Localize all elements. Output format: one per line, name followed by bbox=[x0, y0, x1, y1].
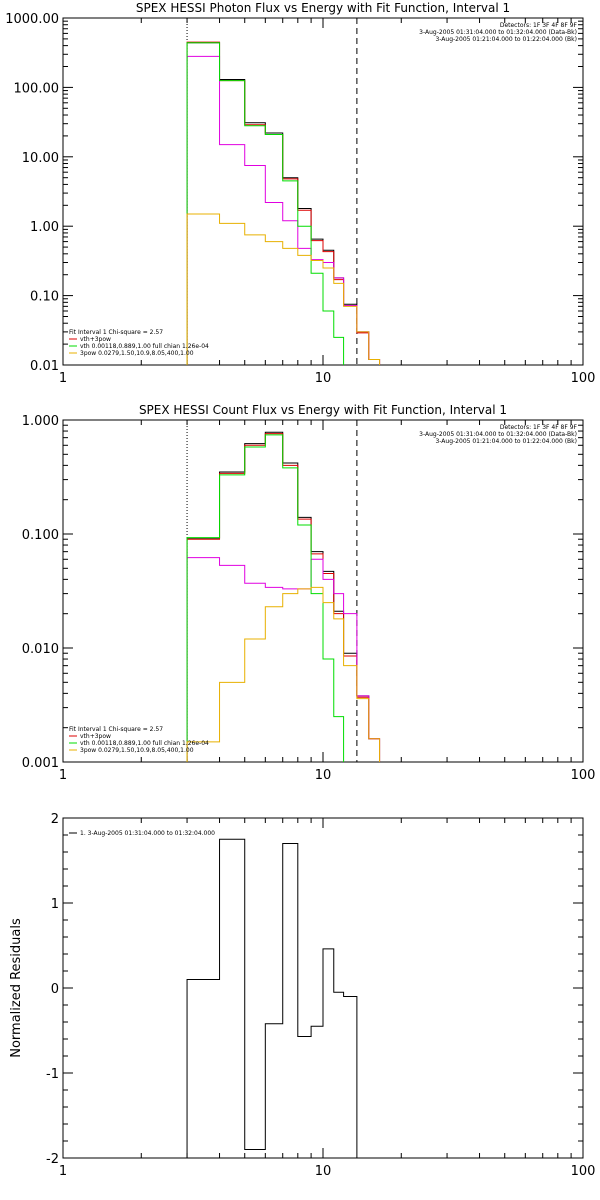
legend-line: vth+3pow bbox=[80, 336, 111, 343]
x-tick-label: 1 bbox=[59, 768, 67, 783]
legend-line: 1. 3-Aug-2005 01:31:04.000 to 01:32:04.0… bbox=[80, 830, 215, 837]
plot-frame bbox=[62, 17, 584, 366]
header-line: 3-Aug-2005 01:21:04.000 to 01:22:04.000 … bbox=[435, 36, 577, 43]
y-tick-label: -1 bbox=[46, 1067, 59, 1082]
series-line-5 bbox=[186, 213, 381, 365]
x-tick-label: 10 bbox=[315, 371, 332, 386]
legend-line: vth+3pow bbox=[80, 733, 111, 740]
series-line-2 bbox=[186, 433, 381, 762]
y-tick-label: 0.001 bbox=[22, 756, 59, 771]
y-tick-label: 0.100 bbox=[22, 528, 59, 543]
chart-panel-3: 1 10 100 -2 -1 0 1 2 Normalized Residuals 1. 3-Au… bbox=[9, 812, 595, 1179]
header-line: 3-Aug-2005 01:21:04.000 to 01:22:04.000 … bbox=[435, 438, 577, 445]
y-tick-label: 2 bbox=[51, 812, 59, 827]
y-tick-label: 0.10 bbox=[30, 290, 59, 305]
y-axis-label: Normalized Residuals bbox=[9, 918, 24, 1058]
chart-title: SPEX HESSI Count Flux vs Energy with Fit… bbox=[139, 403, 507, 417]
x-tick-label: 100 bbox=[571, 1164, 596, 1179]
series-line-1 bbox=[186, 838, 358, 1158]
series-line-1 bbox=[186, 42, 381, 365]
series-line-4 bbox=[186, 42, 345, 365]
header-line: Detectors: 1F 3F 4F 8F 9F bbox=[500, 22, 578, 29]
legend-line: Fit Interval 1 Chi-square = 2.57 bbox=[69, 329, 163, 336]
y-tick-label: 10.00 bbox=[22, 151, 59, 166]
x-tick-label: 1 bbox=[59, 371, 67, 386]
y-tick-label: 1.00 bbox=[30, 220, 59, 235]
series-line-2 bbox=[186, 41, 381, 365]
x-tick-label: 100 bbox=[571, 768, 596, 783]
legend-line: vth 0.00118,0.889,1.00 full chian 1.26e-… bbox=[80, 343, 209, 350]
x-tick-label: 100 bbox=[571, 371, 596, 386]
legend-line: Fit Interval 1 Chi-square = 2.57 bbox=[69, 726, 163, 733]
series-line-1 bbox=[186, 431, 381, 762]
header-line: 3-Aug-2005 01:31:04.000 to 01:32:04.000 … bbox=[419, 29, 577, 36]
y-tick-label: 0 bbox=[51, 982, 59, 997]
series-line-3 bbox=[186, 55, 381, 365]
series-line-4 bbox=[186, 434, 345, 762]
legend-line: 3pow 0.0279,1.50,10.9,8.05,400,1.00 bbox=[80, 350, 194, 357]
header-line: 3-Aug-2005 01:31:04.000 to 01:32:04.000 … bbox=[419, 431, 577, 438]
y-tick-label: 0.01 bbox=[30, 359, 59, 374]
x-tick-label: 1 bbox=[59, 1164, 67, 1179]
x-tick-label: 10 bbox=[315, 768, 332, 783]
y-tick-label: -2 bbox=[46, 1152, 59, 1167]
y-tick-label: 1 bbox=[51, 897, 59, 912]
chart-title: SPEX HESSI Photon Flux vs Energy with Fi… bbox=[136, 1, 510, 15]
y-tick-label: 1.000 bbox=[22, 414, 59, 429]
x-tick-label: 10 bbox=[315, 1164, 332, 1179]
series-line-3 bbox=[186, 557, 381, 762]
y-tick-label: 1000.00 bbox=[5, 12, 59, 27]
legend-line: vth 0.00118,0.889,1.00 full chian 1.26e-… bbox=[80, 740, 209, 747]
header-line: Detectors: 1F 3F 4F 8F 9F bbox=[500, 424, 578, 431]
series-line-5 bbox=[186, 586, 381, 762]
y-tick-label: 0.010 bbox=[22, 642, 59, 657]
legend-line: 3pow 0.0279,1.50,10.9,8.05,400,1.00 bbox=[80, 747, 194, 754]
chart-panel-2: SPEX HESSI Count Flux vs Energy with Fit… bbox=[22, 403, 596, 783]
y-tick-label: 100.00 bbox=[14, 81, 60, 96]
chart-panel-1: SPEX HESSI Photon Flux vs Energy with Fi… bbox=[5, 1, 595, 386]
